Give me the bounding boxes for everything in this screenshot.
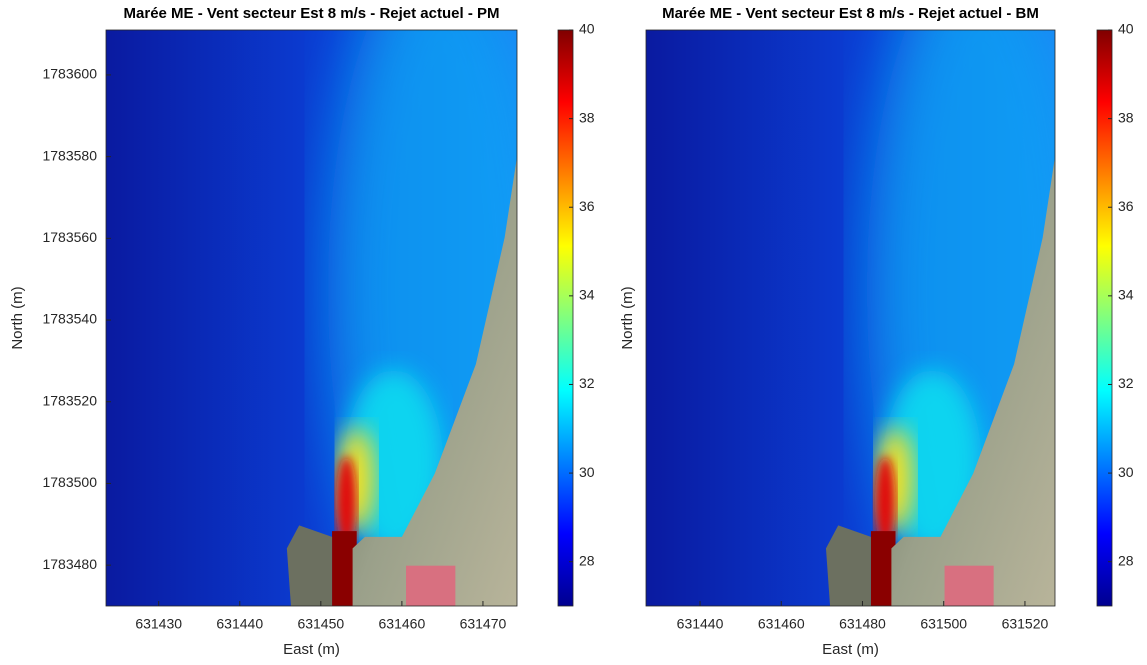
x-tick-label: 631440 <box>216 616 263 632</box>
roof <box>945 566 994 606</box>
y-axis-label: North (m) <box>619 286 636 349</box>
page: Marée ME - Vent secteur Est 8 m/s - Reje… <box>0 0 1147 665</box>
x-tick-label: 631440 <box>677 616 724 632</box>
field <box>106 0 558 635</box>
x-tick-label: 631460 <box>379 616 426 632</box>
y-axis-label: North (m) <box>9 286 26 349</box>
colorbar-tick-label: 40 <box>1118 21 1134 37</box>
roof <box>406 566 455 606</box>
x-tick-label: 631470 <box>460 616 507 632</box>
x-axis-label: East (m) <box>283 641 340 658</box>
colorbar-tick-label: 30 <box>579 464 595 480</box>
rocks <box>287 525 332 606</box>
colorbar-tick-label: 28 <box>1118 552 1134 568</box>
x-tick-label: 631450 <box>297 616 344 632</box>
colorbar-tick-label: 40 <box>579 21 595 37</box>
colorbar-tick-label: 34 <box>1118 287 1134 303</box>
x-tick-label: 631460 <box>758 616 805 632</box>
field <box>646 0 1096 635</box>
colorbar-tick-label: 32 <box>1118 375 1134 391</box>
chart-title: Marée ME - Vent secteur Est 8 m/s - Reje… <box>124 5 500 22</box>
colorbar-tick-label: 38 <box>1118 109 1134 125</box>
x-tick-label: 631480 <box>839 616 886 632</box>
figure: Marée ME - Vent secteur Est 8 m/s - Reje… <box>0 0 1147 665</box>
x-tick-label: 631500 <box>920 616 967 632</box>
colorbar-tick-label: 28 <box>579 552 595 568</box>
y-tick-label: 1783540 <box>42 311 97 327</box>
colorbar-tick-label: 32 <box>579 375 595 391</box>
y-tick-label: 1783520 <box>42 392 97 408</box>
colorbar <box>558 30 573 606</box>
colorbar-tick-label: 36 <box>1118 198 1134 214</box>
y-tick-label: 1783560 <box>42 229 97 245</box>
x-axis-label: East (m) <box>822 641 879 658</box>
chart-title: Marée ME - Vent secteur Est 8 m/s - Reje… <box>662 5 1039 22</box>
y-tick-label: 1783480 <box>42 556 97 572</box>
y-tick-label: 1783600 <box>42 66 97 82</box>
colorbar-tick-label: 34 <box>579 287 595 303</box>
y-tick-label: 1783580 <box>42 147 97 163</box>
rocks <box>826 525 871 606</box>
colorbar-tick-label: 30 <box>1118 464 1134 480</box>
x-tick-label: 631520 <box>1002 616 1049 632</box>
y-tick-label: 1783500 <box>42 474 97 490</box>
x-tick-label: 631430 <box>135 616 182 632</box>
colorbar <box>1097 30 1112 606</box>
colorbar-tick-label: 38 <box>579 109 595 125</box>
colorbar-tick-label: 36 <box>579 198 595 214</box>
